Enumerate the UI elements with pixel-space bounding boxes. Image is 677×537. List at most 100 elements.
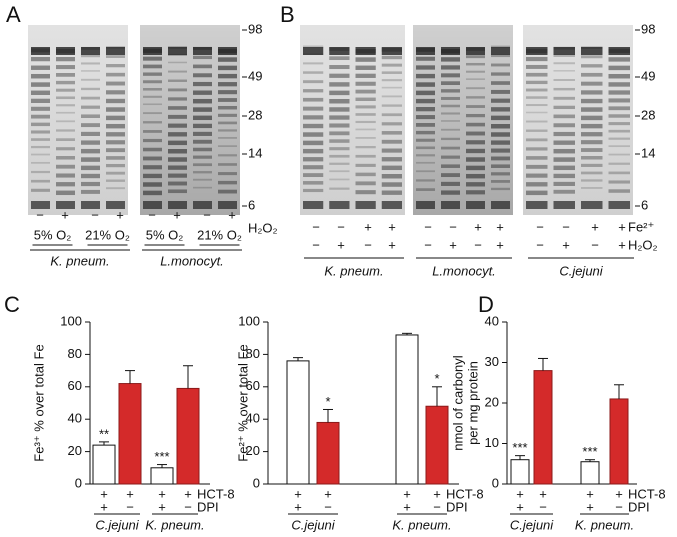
y-tick-label: 40 (485, 313, 499, 328)
blot-band (381, 86, 402, 89)
y-tick-label: 20 (246, 443, 260, 458)
blot-band (526, 147, 548, 151)
blot-band (608, 201, 630, 209)
blot-band (81, 54, 100, 58)
blot-band (416, 47, 435, 55)
y-tick-label: 30 (485, 354, 499, 369)
blot-band (491, 63, 510, 67)
blot-band (329, 131, 350, 136)
blot-band (106, 179, 125, 182)
bar (118, 383, 142, 485)
marker-label: 6 (248, 197, 255, 212)
blot-band (526, 111, 548, 114)
blot-band (355, 81, 376, 86)
blot-band (106, 90, 125, 95)
blot-band (193, 64, 212, 69)
blot-band (81, 87, 100, 91)
blot-band (168, 132, 187, 137)
sign: + (474, 219, 482, 234)
blot-band (193, 123, 212, 129)
blot-band (553, 173, 575, 179)
blot-band (303, 132, 324, 137)
blot-band (193, 47, 212, 55)
sign: − (203, 207, 211, 222)
blot-band (526, 72, 548, 77)
blot-band (466, 62, 485, 66)
y-tick-label: 10 (485, 435, 499, 450)
blot-band (81, 62, 100, 65)
blot-band (303, 97, 324, 102)
blot-band (491, 156, 510, 161)
blot-band (553, 140, 575, 145)
blot-band (193, 139, 212, 144)
blot-band (581, 187, 603, 189)
blot-band (143, 95, 162, 98)
blot-band (608, 145, 630, 148)
sign: − (312, 219, 320, 234)
blot-band (491, 47, 510, 55)
blot-band (329, 90, 350, 96)
blot-band (106, 64, 125, 68)
blot-band (526, 47, 548, 55)
blot-band (168, 173, 187, 178)
blot-band (193, 81, 212, 87)
condition-label: 21% O₂ (197, 227, 242, 242)
blot-band (441, 173, 460, 178)
blot-band (381, 71, 402, 74)
blot-band (193, 186, 212, 189)
sign: − (424, 219, 432, 234)
blot-band (218, 129, 237, 132)
group-label: C.jejuni (510, 517, 554, 532)
blot-band (491, 115, 510, 121)
blot-band (218, 172, 237, 176)
blot-band (106, 163, 125, 168)
sign: + (562, 237, 570, 252)
blot-band (81, 189, 100, 194)
blot-band (31, 56, 50, 62)
blot-band (218, 145, 237, 147)
significance: *** (582, 444, 597, 459)
blot-band (193, 201, 212, 209)
blot-band (553, 123, 575, 128)
blot-band (581, 64, 603, 68)
blot-band (329, 73, 350, 78)
blot-band (526, 190, 548, 196)
y-tick-label: 20 (485, 394, 499, 409)
bar (425, 405, 449, 485)
blot-band (168, 61, 187, 64)
blot-band (106, 140, 125, 145)
blot-band (143, 103, 162, 106)
marker-label: 98 (641, 21, 655, 36)
blot-band (143, 121, 162, 124)
y-tick-label: 0 (492, 475, 499, 490)
blot-band (355, 65, 376, 70)
blot-band (193, 155, 212, 159)
blot-band (168, 123, 187, 128)
blot-band (56, 201, 75, 209)
blot-band (491, 54, 510, 58)
blot-band (303, 181, 324, 185)
blot-band (416, 154, 435, 157)
bar (580, 461, 600, 485)
blot-band (193, 55, 212, 60)
row-label: Fe²⁺ (628, 219, 654, 234)
blot-band (329, 107, 350, 112)
blot-band (81, 148, 100, 154)
sign: + (61, 207, 69, 222)
group-label: K. pneum. (50, 253, 109, 268)
blot-band (491, 45, 510, 48)
blot-band (466, 140, 485, 145)
blot-band (581, 115, 603, 121)
blot-band (608, 114, 630, 118)
blot-band (31, 82, 50, 87)
blot-band (193, 131, 212, 136)
blot-band (608, 98, 630, 103)
blot-band (31, 90, 50, 95)
blot-band (329, 170, 350, 173)
row-label: H₂O₂ (628, 237, 658, 252)
blot-band (491, 132, 510, 137)
blot-band (608, 65, 630, 71)
marker-label: 14 (641, 145, 655, 160)
blot-band (168, 114, 187, 119)
y-tick-label: 80 (68, 346, 82, 361)
